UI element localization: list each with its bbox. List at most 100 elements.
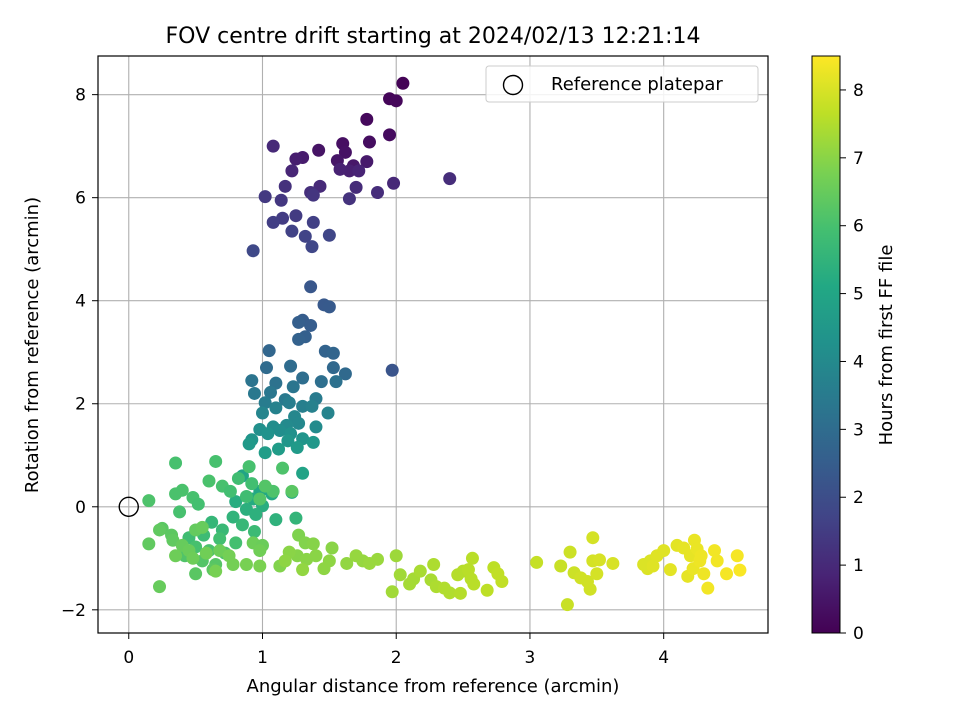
data-point: [169, 549, 183, 563]
data-point: [296, 563, 310, 577]
data-point: [443, 586, 457, 600]
data-point: [246, 244, 260, 258]
colorbar-tick-label: 1: [853, 556, 864, 576]
data-point: [253, 544, 267, 558]
data-point: [465, 551, 479, 565]
x-ticks: 0 1 2 3 4: [123, 633, 669, 668]
data-point: [286, 380, 300, 394]
x-tick-label: 0: [123, 648, 134, 668]
data-point: [242, 460, 256, 474]
data-point: [169, 456, 183, 470]
data-point: [202, 474, 216, 488]
y-tick-label: 0: [75, 498, 86, 518]
colorbar: 0 1 2 3 4 5 6 7 8 Hours from first FF file: [811, 55, 897, 644]
data-point: [592, 553, 606, 567]
data-point: [191, 497, 205, 511]
legend-box: [485, 65, 759, 103]
data-point: [153, 580, 167, 594]
colorbar-tick-label: 4: [853, 352, 864, 372]
data-point: [229, 536, 243, 550]
x-tick-label: 1: [257, 648, 268, 668]
data-point: [342, 192, 356, 206]
data-point: [663, 563, 677, 577]
data-point: [385, 363, 399, 377]
data-point: [245, 477, 259, 491]
data-point: [282, 396, 296, 410]
data-point: [231, 471, 245, 485]
data-point: [261, 427, 275, 441]
data-point: [349, 180, 363, 194]
data-point: [289, 152, 303, 166]
data-points: [142, 76, 747, 612]
data-point: [701, 581, 715, 595]
data-point: [304, 280, 318, 294]
data-point: [304, 318, 318, 332]
data-point: [173, 505, 187, 519]
data-point: [480, 583, 494, 597]
data-point: [296, 466, 310, 480]
data-point: [298, 229, 312, 243]
data-point: [338, 367, 352, 381]
data-point: [646, 559, 660, 573]
data-point: [710, 554, 724, 568]
data-point: [708, 544, 722, 558]
data-point: [385, 585, 399, 599]
y-tick-label: 8: [75, 86, 86, 106]
data-point: [285, 224, 299, 238]
data-point: [322, 228, 336, 242]
data-point: [239, 489, 253, 503]
data-point: [321, 406, 335, 420]
data-point: [583, 582, 597, 596]
data-point: [467, 577, 481, 591]
data-point: [360, 155, 374, 169]
data-point: [245, 374, 259, 388]
y-tick-label: 2: [75, 395, 86, 415]
data-point: [235, 518, 249, 532]
data-point: [560, 598, 574, 612]
data-point: [309, 420, 323, 434]
data-point: [213, 532, 227, 546]
data-point: [443, 172, 457, 186]
data-point: [247, 386, 261, 400]
data-point: [189, 567, 203, 581]
data-point: [333, 162, 347, 176]
data-point: [290, 441, 304, 455]
data-point: [733, 563, 747, 577]
data-point: [284, 359, 298, 373]
data-point: [249, 508, 263, 522]
data-point: [314, 375, 328, 389]
x-axis-label: Angular distance from reference (arcmin): [247, 676, 620, 697]
data-point: [258, 396, 272, 410]
data-point: [389, 549, 403, 563]
data-point: [393, 568, 407, 582]
data-point: [586, 531, 600, 545]
data-point: [563, 545, 577, 559]
data-point: [273, 424, 287, 438]
x-tick-label: 4: [658, 648, 669, 668]
chart-title: FOV centre drift starting at 2024/02/13 …: [166, 24, 701, 49]
data-point: [260, 361, 274, 375]
legend-label: Reference platepar: [551, 74, 723, 95]
legend: Reference platepar: [485, 65, 759, 103]
data-point: [427, 557, 441, 571]
data-point: [306, 215, 320, 229]
data-point: [657, 544, 671, 558]
data-point: [352, 164, 366, 178]
data-point: [186, 551, 200, 565]
data-point: [266, 139, 280, 153]
data-point: [226, 510, 240, 524]
data-point: [223, 484, 237, 498]
data-point: [239, 557, 253, 571]
colorbar-tick-label: 2: [853, 488, 864, 508]
grid-lines: [98, 56, 768, 633]
data-point: [281, 434, 295, 448]
colorbar-tick-label: 0: [853, 624, 864, 644]
data-point: [306, 537, 320, 551]
data-point: [697, 567, 711, 581]
data-point: [306, 188, 320, 202]
reference-marker: [118, 496, 139, 517]
x-tick-label: 2: [391, 648, 402, 668]
data-point: [362, 135, 376, 149]
data-point: [258, 190, 272, 204]
